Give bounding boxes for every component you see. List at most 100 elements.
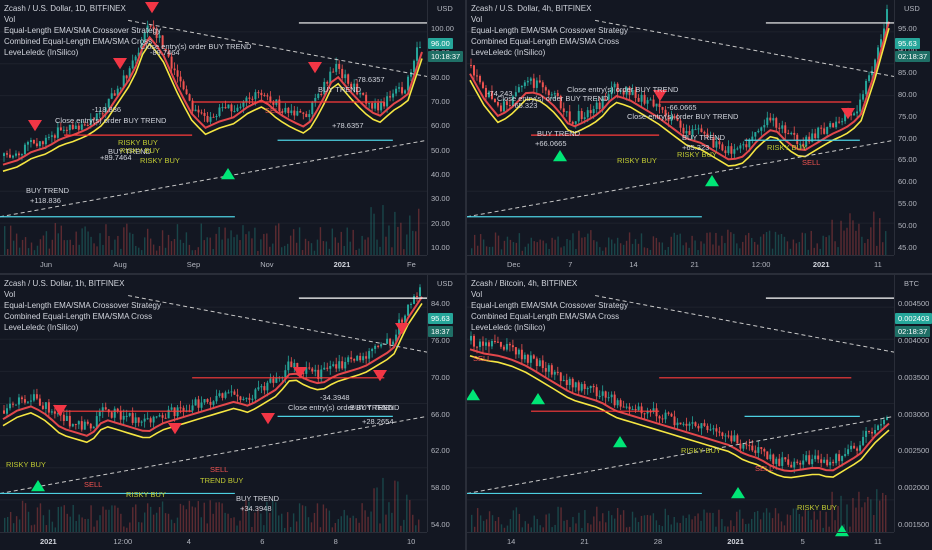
candle-body xyxy=(182,81,185,90)
pane-divider-vertical[interactable] xyxy=(465,0,467,550)
trend-line[interactable] xyxy=(0,415,428,494)
candle-body xyxy=(640,406,643,414)
symbol-title[interactable]: Zcash / U.S. Dollar, 1h, BITFINEX xyxy=(4,279,125,288)
study-label[interactable]: LeveLeledc (InSilico) xyxy=(471,323,546,332)
sell-signal-marker[interactable] xyxy=(168,423,182,435)
time-axis[interactable] xyxy=(0,532,427,533)
volume-study-label[interactable]: Vol xyxy=(4,290,16,299)
volume-bar xyxy=(768,512,771,532)
sell-signal-marker[interactable] xyxy=(841,108,855,120)
candle-body xyxy=(673,416,676,426)
candle-body xyxy=(149,418,152,423)
trend-line[interactable] xyxy=(128,295,428,353)
price-chart[interactable]: -74.243 Close entry(s) order BUY TREND-66… xyxy=(467,0,932,273)
study-label[interactable]: Combined Equal-Length EMA/SMA Cross xyxy=(471,312,620,321)
candle-body xyxy=(703,423,706,426)
ema-red-line[interactable] xyxy=(469,348,890,473)
price-axis[interactable] xyxy=(894,0,895,255)
ema-red-line[interactable] xyxy=(2,296,423,437)
study-label[interactable]: Equal-Length EMA/SMA Crossover Strategy xyxy=(471,301,628,310)
ema-yellow-line[interactable] xyxy=(2,42,423,172)
candle-body xyxy=(475,346,478,348)
buy-signal-marker[interactable] xyxy=(613,436,627,448)
volume-study-label[interactable]: Vol xyxy=(471,290,483,299)
study-label[interactable]: Equal-Length EMA/SMA Crossover Strategy xyxy=(4,301,161,310)
trend-line[interactable] xyxy=(595,19,895,77)
chart-pane-3[interactable]: Zcash / U.S. Dollar, 1h, BITFINEX Vol Equa… xyxy=(0,275,465,550)
volume-bar xyxy=(709,232,711,255)
sell-signal-marker[interactable] xyxy=(145,2,159,14)
time-axis[interactable] xyxy=(467,532,894,533)
candle-body xyxy=(814,133,817,139)
sell-signal-marker[interactable] xyxy=(293,367,307,379)
chart-pane-2[interactable]: Zcash / U.S. Dollar, 4h, BITFINEX Vol Equa… xyxy=(467,0,932,273)
candle-body xyxy=(128,413,131,416)
study-label[interactable]: Equal-Length EMA/SMA Crossover Strategy xyxy=(471,26,628,35)
study-label[interactable]: LeveLeledc (InSilico) xyxy=(4,323,79,332)
ema-yellow-line[interactable] xyxy=(469,355,890,479)
sell-signal-marker[interactable] xyxy=(308,62,322,74)
ema-yellow-line[interactable] xyxy=(2,302,423,444)
volume-bar xyxy=(873,211,875,255)
sell-signal-marker[interactable] xyxy=(261,413,275,425)
trend-line[interactable] xyxy=(467,415,895,494)
ema-red-line[interactable] xyxy=(469,21,890,161)
study-label[interactable]: Combined Equal-Length EMA/SMA Cross xyxy=(471,37,620,46)
ema-yellow-line[interactable] xyxy=(469,27,890,167)
buy-signal-marker[interactable] xyxy=(553,150,567,162)
symbol-title[interactable]: Zcash / U.S. Dollar, 4h, BITFINEX xyxy=(471,4,592,13)
study-label[interactable]: Equal-Length EMA/SMA Crossover Strategy xyxy=(4,26,161,35)
volume-bar xyxy=(90,505,92,532)
sell-signal-marker[interactable] xyxy=(653,90,667,102)
buy-signal-marker[interactable] xyxy=(467,389,480,401)
buy-signal-marker[interactable] xyxy=(531,393,545,405)
volume-bar xyxy=(227,238,229,255)
buy-signal-marker[interactable] xyxy=(705,175,719,187)
volume-bar xyxy=(548,513,550,532)
chart-pane-1[interactable]: Zcash / U.S. Dollar, 1D, BITFINEX Vol Equa… xyxy=(0,0,465,273)
sell-signal-marker[interactable] xyxy=(53,405,67,417)
time-axis[interactable] xyxy=(467,255,894,256)
volume-bar xyxy=(120,248,122,255)
y-axis-tick: 0.001500 xyxy=(898,520,930,529)
volume-bar xyxy=(605,247,607,255)
volume-bar xyxy=(42,235,45,255)
volume-study-label[interactable]: Vol xyxy=(471,15,483,24)
sell-signal-marker[interactable] xyxy=(373,370,387,382)
price-chart[interactable]: SELL RISKY BUY SELL RISKY BUY xyxy=(467,275,932,550)
chart-pane-4[interactable]: Zcash / Bitcoin, 4h, BITFINEX Vol Equal-Le… xyxy=(467,275,932,550)
price-axis[interactable] xyxy=(427,275,428,532)
volume-study-label[interactable]: Vol xyxy=(4,15,16,24)
price-axis[interactable] xyxy=(427,0,428,255)
volume-bar xyxy=(822,235,824,255)
candle-body xyxy=(368,103,371,105)
sell-signal-marker[interactable] xyxy=(395,323,409,335)
candle-body xyxy=(811,459,814,465)
buy-signal-marker[interactable] xyxy=(835,525,849,537)
pane-divider-horizontal[interactable] xyxy=(0,273,932,275)
price-axis[interactable] xyxy=(894,275,895,532)
volume-bar xyxy=(176,517,179,532)
study-label[interactable]: Combined Equal-Length EMA/SMA Cross xyxy=(4,37,153,46)
trend-line[interactable] xyxy=(467,139,895,218)
volume-bar xyxy=(167,513,170,532)
trend-line[interactable] xyxy=(595,295,895,353)
buy-signal-marker[interactable] xyxy=(731,487,745,499)
sell-signal-marker[interactable] xyxy=(28,120,42,132)
trend-line[interactable] xyxy=(128,19,428,77)
buy-signal-marker[interactable] xyxy=(221,168,235,180)
study-label[interactable]: LeveLeledc (InSilico) xyxy=(471,48,546,57)
candle-body xyxy=(47,402,50,413)
study-label[interactable]: Combined Equal-Length EMA/SMA Cross xyxy=(4,312,153,321)
symbol-title[interactable]: Zcash / U.S. Dollar, 1D, BITFINEX xyxy=(4,4,126,13)
volume-bar xyxy=(613,518,616,532)
sell-signal-marker[interactable] xyxy=(113,58,127,70)
candle-body xyxy=(793,461,796,468)
trend-line[interactable] xyxy=(0,139,428,218)
symbol-title[interactable]: Zcash / Bitcoin, 4h, BITFINEX xyxy=(471,279,578,288)
study-label[interactable]: LeveLeledc (InSilico) xyxy=(4,48,79,57)
time-axis[interactable] xyxy=(0,255,427,256)
buy-signal-marker[interactable] xyxy=(31,480,45,492)
